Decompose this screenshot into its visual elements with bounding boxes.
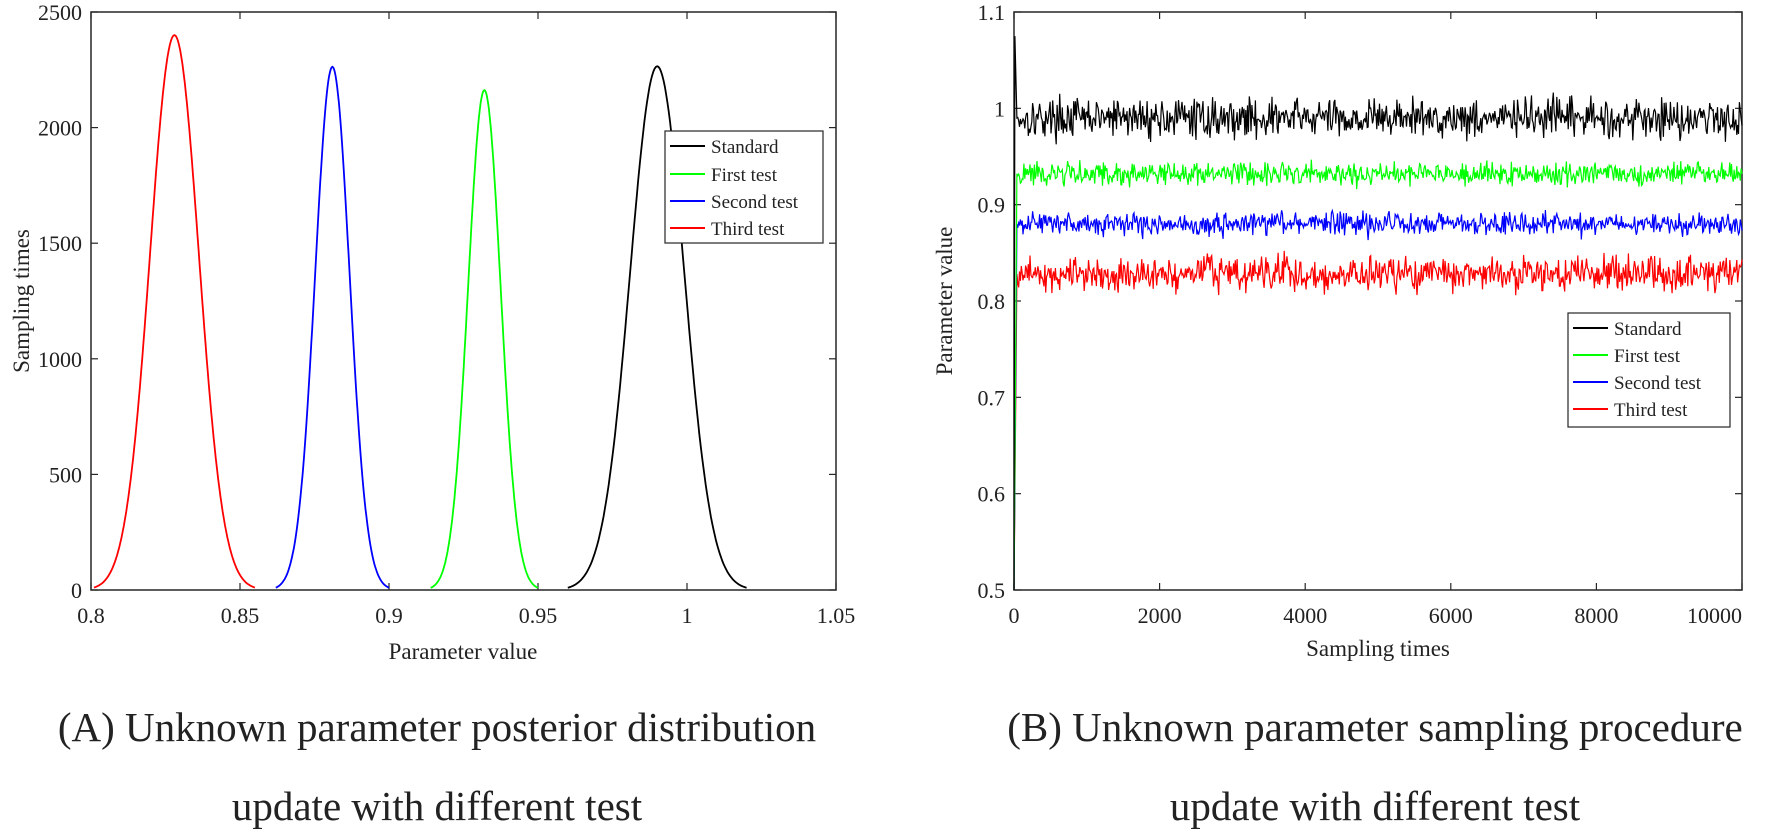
panel-a-curves <box>93 34 747 589</box>
b-x-tick-label: 2000 <box>1138 603 1182 628</box>
a-y-tick-label: 1500 <box>38 231 82 256</box>
a-x-tick-label: 1.05 <box>817 603 856 628</box>
a-y-tick-label: 500 <box>49 462 82 487</box>
a-x-tick-label: 0.9 <box>375 603 403 628</box>
posterior-curve-third-test <box>93 34 256 589</box>
b-x-tick-label: 4000 <box>1283 603 1327 628</box>
b-y-tick-label: 1 <box>994 96 1005 121</box>
caption-a-line2: update with different test <box>232 783 643 829</box>
panel-a-ticks: 0.8 0.85 0.9 0.95 1 1.05 0 500 1000 1500 2000 2500 <box>38 0 855 628</box>
b-y-tick-label: 0.5 <box>978 578 1006 603</box>
panel-a-y-label: Sampling times <box>9 229 34 373</box>
panel-b-ticks: 0 2000 4000 6000 8000 10000 0.5 0.6 0.7 0.8 0.9 1 1.… <box>978 0 1743 628</box>
legend-a-third-test: Third test <box>711 219 785 240</box>
caption-b-line1: (B) Unknown parameter sampling procedure <box>1007 704 1742 750</box>
legend-a-second-test: Second test <box>711 192 799 213</box>
caption-b-line2: update with different test <box>1170 783 1581 829</box>
a-x-tick-label: 0.8 <box>77 603 105 628</box>
a-y-tick-label: 2000 <box>38 116 82 141</box>
b-x-tick-label: 0 <box>1009 603 1020 628</box>
b-y-tick-label: 0.6 <box>978 482 1006 507</box>
panel-b-chart: 0 2000 4000 6000 8000 10000 0.5 0.6 0.7 0.8 0.9 1 1.… <box>932 0 1743 661</box>
trace-standard <box>1013 36 1743 591</box>
panel-b-legend: Standard First test Second test Third te… <box>1567 312 1731 428</box>
panel-b-axes-box <box>1013 11 1743 591</box>
trace-third-test <box>1013 250 1743 591</box>
panel-a-legend: Standard First test Second test Third te… <box>664 130 824 244</box>
b-y-tick-label: 1.1 <box>978 0 1006 25</box>
a-x-tick-label: 0.85 <box>221 603 260 628</box>
legend-b-first-test: First test <box>1614 346 1681 367</box>
panel-b-x-label: Sampling times <box>1306 636 1450 661</box>
b-x-tick-label: 6000 <box>1429 603 1473 628</box>
trace-first-test <box>1013 159 1743 591</box>
a-x-tick-label: 0.95 <box>519 603 558 628</box>
panel-a-x-label: Parameter value <box>389 639 538 664</box>
legend-a-standard: Standard <box>711 137 779 158</box>
caption-a-line1: (A) Unknown parameter posterior distribu… <box>58 704 816 750</box>
a-y-tick-label: 1000 <box>38 347 82 372</box>
b-y-tick-label: 0.9 <box>978 193 1006 218</box>
panel-a-chart: 0.8 0.85 0.9 0.95 1 1.0505001000150020002500 … <box>9 0 855 664</box>
a-x-tick-label: 1 <box>682 603 693 628</box>
panel-b-curves <box>1013 36 1743 591</box>
panel-a-legend-box <box>664 130 824 244</box>
a-y-tick-label: 0 <box>71 578 82 603</box>
panel-a-axes-box <box>90 11 837 591</box>
b-y-tick-label: 0.8 <box>978 289 1006 314</box>
b-x-tick-label: 8000 <box>1574 603 1618 628</box>
posterior-curve-first-test <box>430 88 539 589</box>
b-x-tick-label: 10000 <box>1687 603 1742 628</box>
b-y-tick-label: 0.7 <box>978 385 1006 410</box>
trace-second-test <box>1013 208 1743 591</box>
legend-b-second-test: Second test <box>1614 373 1702 394</box>
legend-b-standard: Standard <box>1614 319 1682 340</box>
legend-b-third-test: Third test <box>1614 400 1688 421</box>
panel-b-y-label: Parameter value <box>932 227 957 376</box>
posterior-curve-standard <box>567 65 747 589</box>
posterior-curve-second-test <box>275 65 390 589</box>
legend-a-first-test: First test <box>711 165 778 186</box>
a-y-tick-label: 2500 <box>38 0 82 25</box>
